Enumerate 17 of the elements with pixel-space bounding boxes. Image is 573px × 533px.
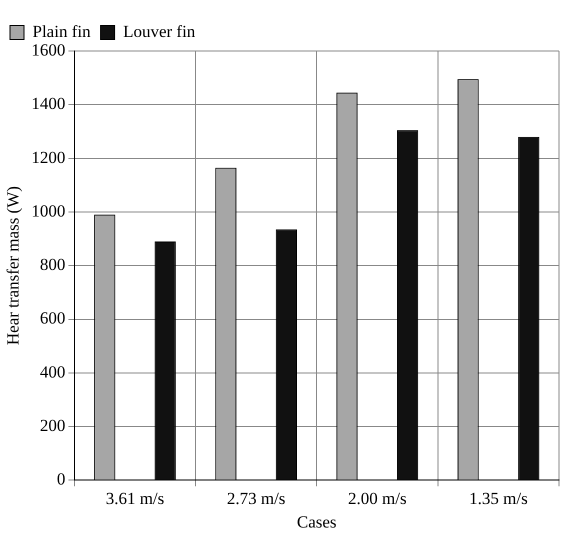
x-tick-label: 2.73 m/s bbox=[226, 488, 286, 508]
x-tick-label: 2.00 m/s bbox=[348, 488, 407, 508]
y-tick-label: 1600 bbox=[31, 40, 66, 60]
legend-label: Louver fin bbox=[123, 22, 196, 41]
y-axis-title: Hear transfer mass (W) bbox=[4, 186, 23, 346]
legend-label: Plain fin bbox=[32, 22, 92, 41]
y-tick-label: 400 bbox=[40, 362, 66, 382]
y-tick-label: 1200 bbox=[31, 148, 66, 167]
y-tick-label: 600 bbox=[40, 308, 66, 328]
y-tick-label: 1400 bbox=[31, 94, 66, 114]
y-tick-label: 200 bbox=[40, 416, 66, 436]
y-tick-label: 1000 bbox=[31, 201, 66, 220]
x-axis-title: Cases bbox=[296, 512, 337, 532]
y-tick-label: 0 bbox=[56, 470, 66, 489]
y-tick-label: 800 bbox=[40, 255, 66, 274]
x-tick-label: 1.35 m/s bbox=[469, 488, 528, 508]
x-tick-label: 3.61 m/s bbox=[106, 488, 164, 508]
